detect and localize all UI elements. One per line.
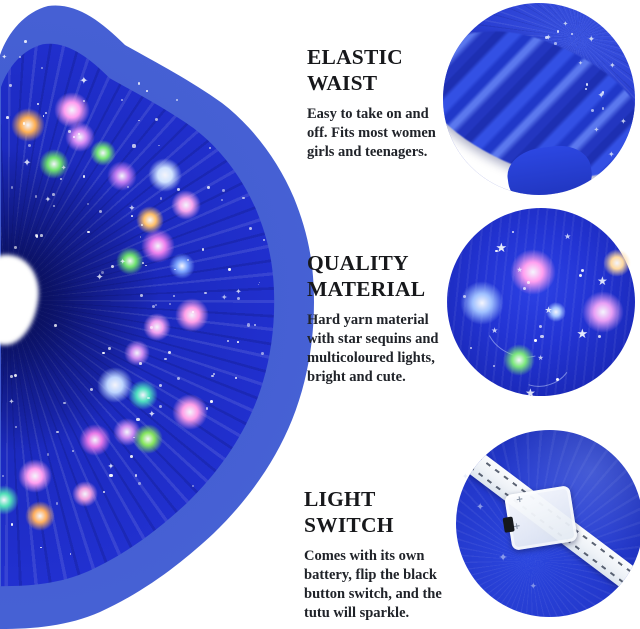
feature-body: Hard yarn material with star sequins and… (307, 311, 438, 387)
feature-body-line: with star sequins and (307, 331, 439, 347)
feature-heading-line: WAIST (307, 71, 378, 95)
feature-body-line: tutu will sparkle. (304, 605, 410, 621)
feature-elastic-waist: ELASTIC WAIST Easy to take on and off. F… (307, 44, 436, 162)
feature-light-switch: LIGHT SWITCH Comes with its own battery,… (304, 486, 442, 623)
feature-body-line: off. Fits most women (307, 125, 436, 141)
callout-light-switch-photo: + + (456, 430, 640, 617)
feature-body-line: Hard yarn material (307, 312, 429, 328)
screw-icon: + (512, 521, 522, 533)
feature-body-line: bright and cute. (307, 369, 406, 385)
feature-heading-line: QUALITY (307, 251, 409, 275)
feature-body-line: battery, flip the black (304, 567, 437, 583)
feature-body-line: Comes with its own (304, 548, 425, 564)
feature-body: Easy to take on and off. Fits most women… (307, 105, 436, 162)
battery-box: + + (502, 485, 578, 551)
feature-body-line: Easy to take on and (307, 106, 429, 122)
feature-heading-line: SWITCH (304, 513, 394, 537)
feature-heading-line: LIGHT (304, 487, 376, 511)
callout-quality-material-photo (447, 208, 635, 396)
callout-elastic-waist-photo (443, 3, 635, 195)
feature-body-line: button switch, and the (304, 586, 442, 602)
screw-icon: + (515, 494, 525, 506)
feature-body-line: girls and teenagers. (307, 144, 428, 160)
feature-heading-line: MATERIAL (307, 277, 426, 301)
feature-heading-line: ELASTIC (307, 45, 403, 69)
feature-quality-material: QUALITY MATERIAL Hard yarn material with… (307, 250, 438, 387)
feature-body: Comes with its own battery, flip the bla… (304, 547, 442, 623)
feature-body-line: multicoloured lights, (307, 350, 435, 366)
